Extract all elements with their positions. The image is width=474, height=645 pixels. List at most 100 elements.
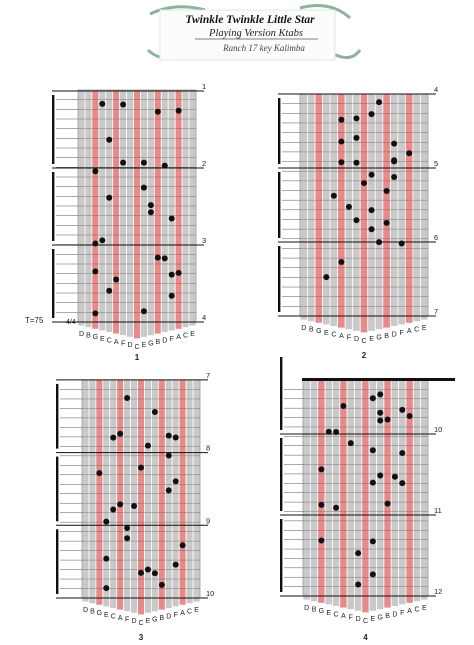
rhythm-bar — [56, 456, 59, 522]
note — [103, 585, 110, 592]
tine-label: F — [347, 335, 351, 342]
note — [406, 150, 413, 157]
measure-number: 4 — [434, 85, 438, 94]
note — [330, 192, 337, 199]
note — [369, 571, 376, 578]
note — [165, 432, 172, 439]
note — [124, 525, 131, 532]
note — [175, 269, 182, 276]
tine — [309, 379, 319, 603]
tine-label: B — [155, 339, 160, 346]
tine-label: D — [79, 331, 84, 338]
note — [154, 108, 161, 115]
measure-number: 12 — [434, 587, 442, 596]
tine-label: B — [90, 609, 95, 616]
tine-label: E — [422, 605, 427, 612]
measure-number: 5 — [434, 159, 438, 168]
tine — [133, 89, 141, 340]
tine-label: A — [114, 339, 119, 346]
measure-number: 6 — [434, 233, 438, 242]
tine-label: C — [361, 338, 366, 345]
tine — [174, 89, 183, 330]
tine — [420, 379, 429, 601]
tine — [405, 93, 414, 324]
tine — [412, 93, 421, 323]
instrument: Ranch 17 key Kalimba — [222, 43, 305, 53]
tempo: T=75 — [25, 316, 44, 325]
tine-label: F — [121, 341, 125, 348]
note — [368, 111, 375, 118]
note — [340, 402, 347, 409]
note — [338, 259, 345, 266]
tine-label: G — [148, 341, 153, 348]
tine-label: D — [83, 607, 88, 614]
tine — [171, 379, 180, 608]
note — [106, 136, 113, 143]
note — [165, 487, 172, 494]
tine-label: C — [334, 611, 339, 618]
note — [103, 555, 110, 562]
tine-label: G — [152, 617, 157, 624]
note — [383, 188, 390, 195]
note — [353, 159, 360, 166]
panel-number: 3 — [139, 633, 144, 642]
tine-label: D — [392, 611, 397, 618]
note — [161, 255, 168, 262]
note — [368, 207, 375, 214]
banner-box — [159, 9, 336, 61]
tine — [299, 93, 308, 321]
tine — [352, 93, 361, 332]
title: Twinkle Twinkle Little Star — [185, 14, 315, 26]
tine-label: C — [107, 337, 112, 344]
measure-number: 11 — [434, 506, 442, 515]
tine — [137, 379, 145, 616]
measure-number: 4 — [202, 313, 206, 322]
tine-label: D — [132, 618, 137, 625]
tine-label: E — [194, 607, 199, 614]
tine — [329, 93, 339, 327]
tine — [314, 93, 323, 324]
tine — [140, 89, 148, 338]
tine — [98, 89, 107, 332]
tine-label: D — [166, 613, 171, 620]
note — [168, 215, 175, 222]
note — [318, 537, 325, 544]
note — [391, 158, 398, 165]
tine-label: E — [324, 330, 329, 337]
note — [318, 501, 325, 508]
note — [92, 310, 99, 317]
measure-number: 8 — [206, 444, 210, 453]
measure-number: 7 — [206, 371, 210, 380]
tine — [359, 93, 369, 334]
tine-label: G — [319, 608, 324, 615]
banner: Twinkle Twinkle Little Star Playing Vers… — [146, 4, 362, 61]
note — [110, 434, 117, 441]
note — [355, 581, 362, 588]
note — [96, 470, 103, 477]
tine-label: F — [174, 612, 178, 619]
note — [377, 472, 384, 479]
tine — [157, 379, 166, 611]
tine — [389, 93, 399, 327]
tine — [153, 89, 162, 335]
rhythm-bar — [280, 519, 283, 592]
tine-label: C — [187, 609, 192, 616]
note — [399, 449, 406, 456]
tine — [144, 379, 152, 614]
rhythm-bar — [280, 357, 283, 430]
tine — [160, 89, 169, 333]
rhythm-bar — [278, 246, 281, 312]
tine-label: E — [190, 331, 195, 338]
rhythm-bar — [278, 172, 281, 238]
tine — [307, 93, 316, 323]
tine — [130, 379, 138, 614]
note — [391, 473, 398, 480]
rhythm-bar — [56, 383, 59, 449]
note — [144, 442, 151, 449]
tine-label: G — [376, 335, 381, 342]
tine-label: D — [128, 342, 133, 349]
note — [369, 538, 376, 545]
tine — [382, 93, 391, 329]
